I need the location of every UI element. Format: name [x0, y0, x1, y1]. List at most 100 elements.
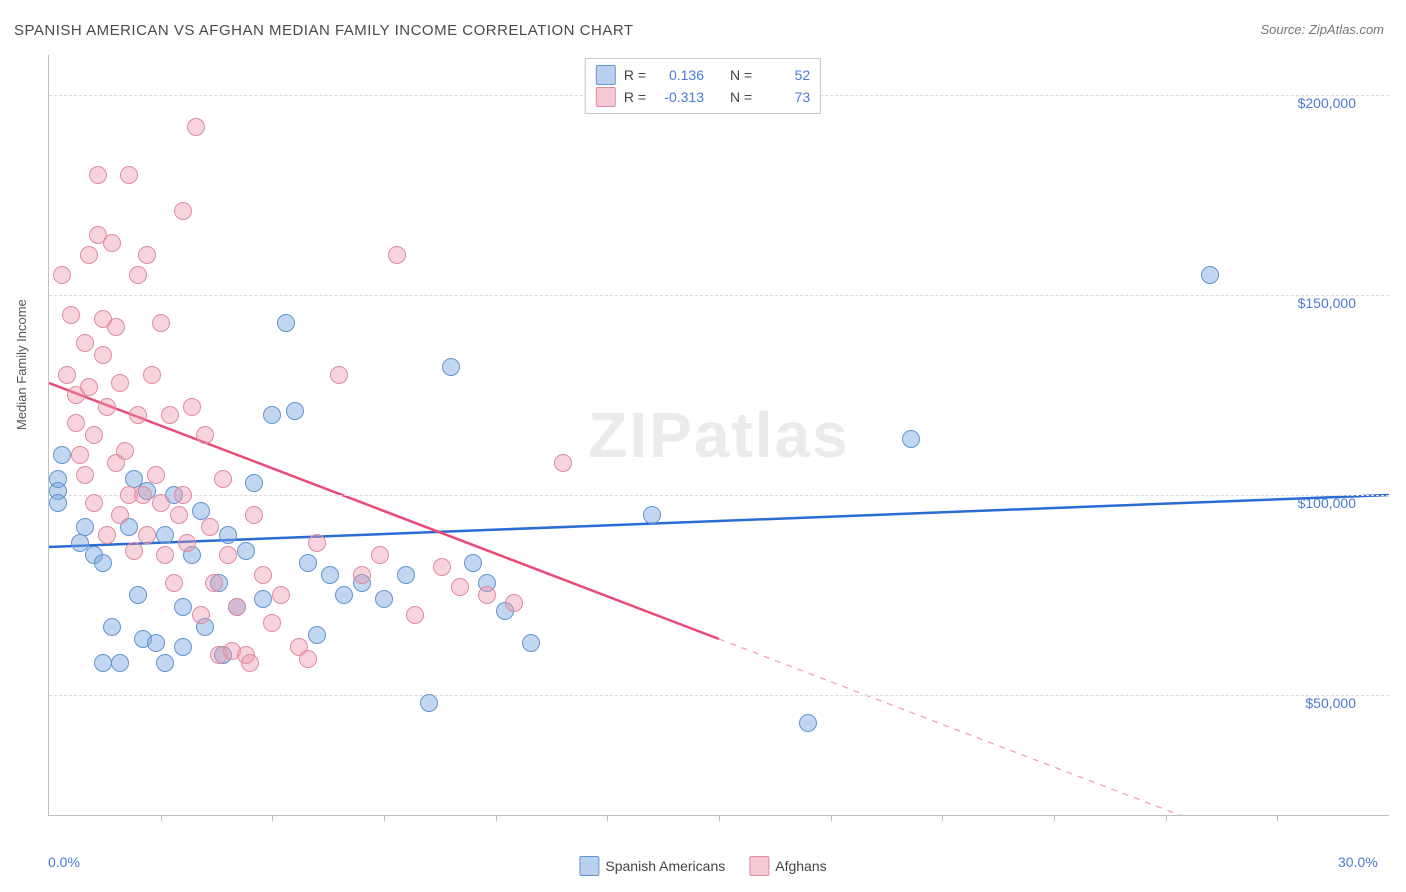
- plot-area: ZIPatlas: [48, 55, 1389, 816]
- data-point: [330, 366, 348, 384]
- r-label: R =: [624, 67, 646, 83]
- x-tick-label: 30.0%: [1338, 854, 1378, 870]
- data-point: [299, 650, 317, 668]
- data-point: [156, 526, 174, 544]
- data-point: [371, 546, 389, 564]
- x-tick-mark: [496, 815, 497, 821]
- data-point: [98, 526, 116, 544]
- data-point: [103, 234, 121, 252]
- data-point: [205, 574, 223, 592]
- data-point: [111, 654, 129, 672]
- data-point: [799, 714, 817, 732]
- x-tick-mark: [607, 815, 608, 821]
- data-point: [138, 526, 156, 544]
- legend-item-pink: Afghans: [749, 856, 826, 876]
- data-point: [147, 634, 165, 652]
- gridline: [49, 495, 1389, 496]
- data-point: [554, 454, 572, 472]
- data-point: [299, 554, 317, 572]
- data-point: [147, 466, 165, 484]
- data-point: [214, 470, 232, 488]
- data-point: [111, 506, 129, 524]
- swatch-blue-icon: [596, 65, 616, 85]
- legend-label-blue: Spanish Americans: [605, 858, 725, 874]
- data-point: [263, 614, 281, 632]
- x-tick-mark: [161, 815, 162, 821]
- x-tick-mark: [942, 815, 943, 821]
- data-point: [80, 378, 98, 396]
- data-point: [156, 654, 174, 672]
- r-label: R =: [624, 89, 646, 105]
- data-point: [138, 246, 156, 264]
- data-point: [353, 566, 371, 584]
- data-point: [464, 554, 482, 572]
- gridline: [49, 295, 1389, 296]
- x-tick-mark: [1054, 815, 1055, 821]
- data-point: [94, 654, 112, 672]
- data-point: [308, 534, 326, 552]
- data-point: [58, 366, 76, 384]
- data-point: [111, 374, 129, 392]
- stats-row-pink: R = -0.313 N = 73: [596, 87, 810, 107]
- data-point: [397, 566, 415, 584]
- data-point: [53, 446, 71, 464]
- data-point: [129, 406, 147, 424]
- x-tick-mark: [384, 815, 385, 821]
- data-point: [94, 554, 112, 572]
- data-point: [94, 346, 112, 364]
- data-point: [170, 506, 188, 524]
- data-point: [286, 402, 304, 420]
- data-point: [228, 598, 246, 616]
- data-point: [388, 246, 406, 264]
- x-tick-label: 0.0%: [48, 854, 80, 870]
- x-tick-mark: [272, 815, 273, 821]
- stats-legend: R = 0.136 N = 52 R = -0.313 N = 73: [585, 58, 821, 114]
- y-tick-label: $200,000: [1298, 95, 1356, 111]
- data-point: [161, 406, 179, 424]
- n-value-pink: 73: [760, 89, 810, 105]
- legend-item-blue: Spanish Americans: [579, 856, 725, 876]
- data-point: [263, 406, 281, 424]
- r-value-pink: -0.313: [654, 89, 704, 105]
- chart-title: SPANISH AMERICAN VS AFGHAN MEDIAN FAMILY…: [14, 22, 634, 39]
- x-tick-mark: [1277, 815, 1278, 821]
- data-point: [165, 574, 183, 592]
- data-point: [174, 202, 192, 220]
- data-point: [156, 546, 174, 564]
- data-point: [643, 506, 661, 524]
- data-point: [98, 398, 116, 416]
- data-point: [120, 166, 138, 184]
- data-point: [85, 426, 103, 444]
- data-point: [49, 470, 67, 488]
- data-point: [174, 598, 192, 616]
- data-point: [1201, 266, 1219, 284]
- legend-label-pink: Afghans: [775, 858, 826, 874]
- data-point: [49, 494, 67, 512]
- data-point: [129, 266, 147, 284]
- data-point: [277, 314, 295, 332]
- data-point: [125, 542, 143, 560]
- gridline: [49, 695, 1389, 696]
- data-point: [143, 366, 161, 384]
- data-point: [505, 594, 523, 612]
- data-point: [116, 442, 134, 460]
- data-point: [187, 118, 205, 136]
- data-point: [89, 166, 107, 184]
- swatch-blue-icon: [579, 856, 599, 876]
- data-point: [433, 558, 451, 576]
- data-point: [219, 526, 237, 544]
- y-axis-label: Median Family Income: [14, 299, 29, 430]
- n-value-blue: 52: [760, 67, 810, 83]
- data-point: [80, 246, 98, 264]
- data-point: [71, 446, 89, 464]
- data-point: [67, 414, 85, 432]
- data-point: [272, 586, 290, 604]
- data-point: [53, 266, 71, 284]
- y-tick-label: $150,000: [1298, 295, 1356, 311]
- data-point: [94, 310, 112, 328]
- data-point: [76, 334, 94, 352]
- stats-row-blue: R = 0.136 N = 52: [596, 65, 810, 85]
- data-point: [62, 306, 80, 324]
- data-point: [174, 486, 192, 504]
- data-point: [245, 506, 263, 524]
